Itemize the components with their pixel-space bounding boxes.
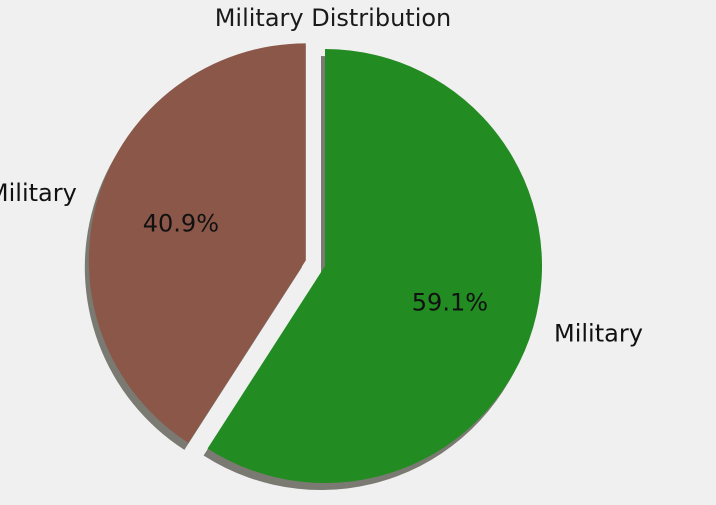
pie-slices	[89, 43, 542, 483]
category-label-military: Military	[554, 319, 643, 347]
chart-title: Military Distribution	[215, 4, 452, 32]
category-label-not-military: Not Military	[0, 179, 77, 207]
pct-label-not-military: 40.9%	[143, 210, 219, 238]
pct-label-military: 59.1%	[412, 289, 488, 317]
